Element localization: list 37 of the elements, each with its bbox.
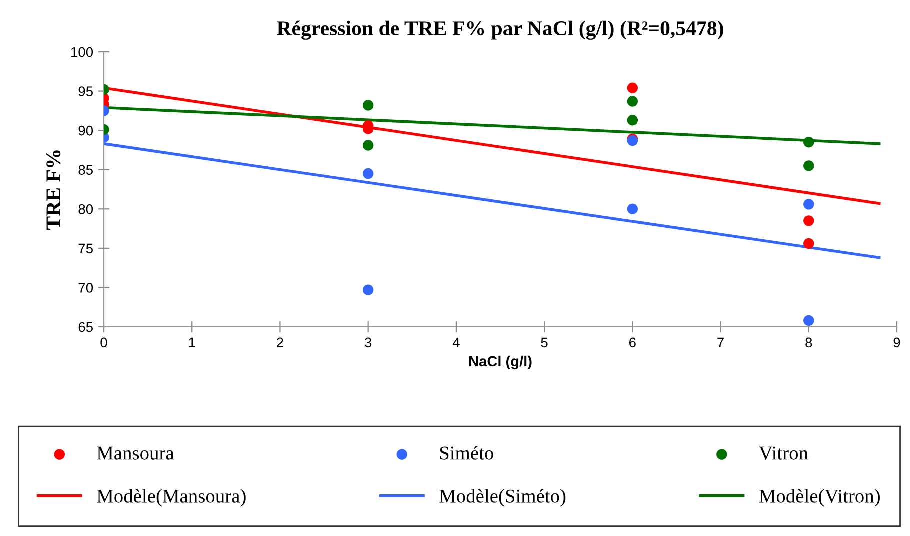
- point: [804, 315, 814, 326]
- legend-label: Modèle(Vitron): [759, 489, 880, 507]
- y-tick-label: 95: [78, 86, 94, 96]
- y-tick-label: 75: [78, 244, 94, 254]
- y-tick-label: 70: [78, 283, 94, 293]
- y-tick-label: 80: [78, 204, 94, 214]
- point: [804, 238, 814, 250]
- x-tick-label: 6: [630, 338, 636, 348]
- x-tick-label: 0: [100, 338, 108, 348]
- x-axis-title: NaCl (g/l): [469, 356, 532, 370]
- x-tick-label: 9: [894, 338, 900, 348]
- x-tick-label: 3: [365, 338, 372, 348]
- x-tick-label: 7: [718, 338, 724, 348]
- x-tick-label: 2: [277, 338, 284, 348]
- point: [804, 160, 814, 172]
- point: [804, 216, 814, 226]
- x-tick-label: 4: [452, 338, 460, 348]
- y-tick-label: 90: [78, 126, 94, 136]
- chart-title: Régression de TRE F% par NaCl (g/l) (R²=0,5478): [277, 20, 724, 40]
- x-tick-label: 8: [806, 338, 812, 348]
- point: [804, 199, 814, 210]
- point: [627, 115, 638, 126]
- point: [627, 204, 638, 214]
- y-axis-title: TRE F%: [46, 150, 61, 230]
- y-tick-label: 65: [78, 322, 94, 332]
- point: [804, 137, 814, 148]
- legend-label: Modèle(Mansoura): [97, 489, 246, 507]
- legend-label: Vitron: [759, 446, 808, 460]
- point: [627, 96, 638, 107]
- point: [627, 82, 638, 94]
- x-tick-label: 1: [189, 338, 196, 348]
- y-tick-label: 100: [71, 47, 94, 58]
- legend-label: Siméto: [440, 446, 494, 460]
- x-tick-label: 5: [541, 338, 548, 348]
- legend-label: Mansoura: [97, 446, 174, 460]
- y-tick-label: 85: [78, 165, 94, 176]
- legend-label: Modèle(Siméto): [440, 489, 566, 507]
